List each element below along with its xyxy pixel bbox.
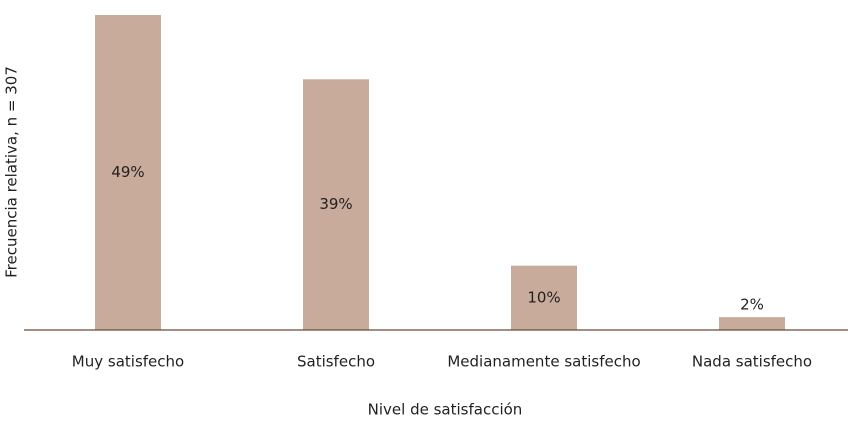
bar [511,265,577,330]
bar [719,317,785,330]
value-label: 39% [319,195,352,213]
bar [95,15,161,330]
y-axis-title: Frecuencia relativa, n = 307 [3,66,21,278]
x-tick-label: Nada satisfecho [692,353,812,371]
value-label: 10% [527,288,560,306]
x-tick-label: Medianamente satisfecho [447,353,640,371]
bar [303,79,369,331]
value-label: 49% [111,163,144,181]
x-axis-title: Nivel de satisfacción [368,401,523,419]
value-label: 2% [740,296,764,314]
x-tick-label: Muy satisfecho [72,353,184,371]
x-tick-label: Satisfecho [297,353,375,371]
